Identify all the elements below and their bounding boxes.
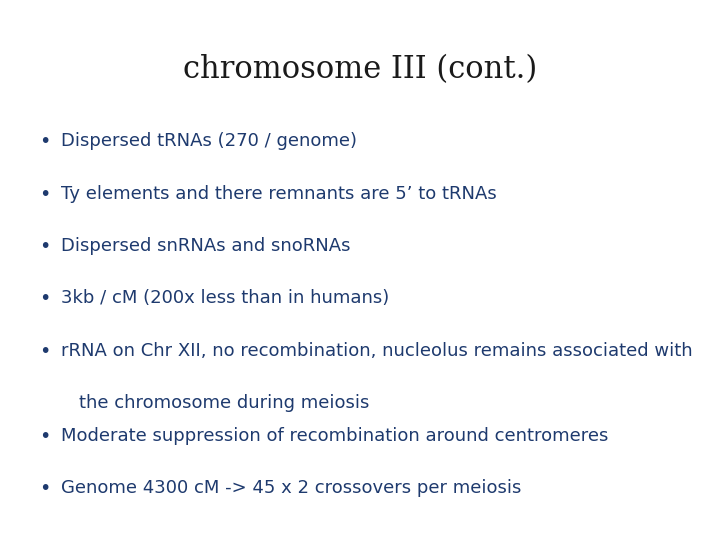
Text: Dispersed tRNAs (270 / genome): Dispersed tRNAs (270 / genome) — [61, 132, 357, 150]
Text: •: • — [40, 427, 51, 446]
Text: Genome 4300 cM -> 45 x 2 crossovers per meiosis: Genome 4300 cM -> 45 x 2 crossovers per … — [61, 479, 521, 497]
Text: •: • — [40, 185, 51, 204]
Text: the chromosome during meiosis: the chromosome during meiosis — [79, 394, 369, 412]
Text: •: • — [40, 237, 51, 256]
Text: •: • — [40, 479, 51, 498]
Text: Ty elements and there remnants are 5’ to tRNAs: Ty elements and there remnants are 5’ to… — [61, 185, 497, 202]
Text: •: • — [40, 132, 51, 151]
Text: Moderate suppression of recombination around centromeres: Moderate suppression of recombination ar… — [61, 427, 608, 444]
Text: •: • — [40, 342, 51, 361]
Text: rRNA on Chr XII, no recombination, nucleolus remains associated with: rRNA on Chr XII, no recombination, nucle… — [61, 342, 693, 360]
Text: chromosome III (cont.): chromosome III (cont.) — [183, 54, 537, 85]
Text: 3kb / cM (200x less than in humans): 3kb / cM (200x less than in humans) — [61, 289, 390, 307]
Text: •: • — [40, 289, 51, 308]
Text: Dispersed snRNAs and snoRNAs: Dispersed snRNAs and snoRNAs — [61, 237, 351, 255]
